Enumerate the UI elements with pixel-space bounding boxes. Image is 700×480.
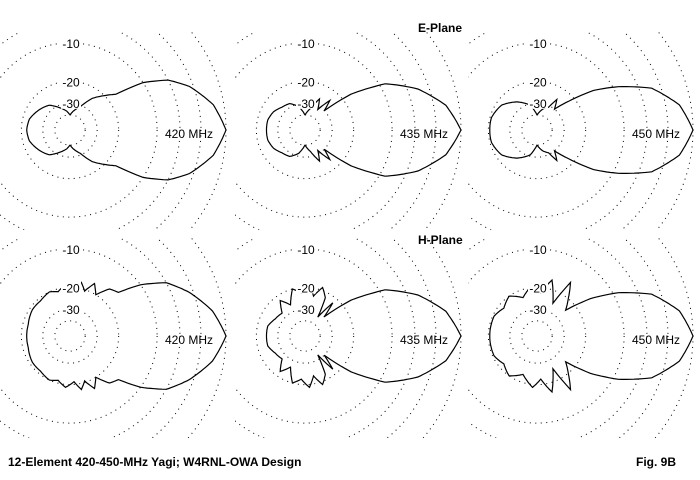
ring-label: -20: [529, 281, 547, 295]
polar-plot-1: -10 -20 -30 420 MHz: [0, 32, 227, 230]
grid-ring: [654, 238, 694, 438]
grid-ring: [0, 248, 158, 424]
grid-ring: [54, 114, 86, 146]
grid-ring: [422, 238, 462, 438]
grid-ring: [521, 114, 553, 146]
frequency-label: 435 MHz: [400, 333, 448, 347]
frequency-label: 420 MHz: [165, 333, 213, 347]
e-plane-title: E-Plane: [418, 21, 463, 35]
grid-ring: [0, 32, 181, 230]
radiation-pattern: [265, 83, 462, 177]
ring-label: -10: [62, 37, 80, 51]
ring-label: -20: [62, 281, 80, 295]
polar-plot-2: -10 -20 -30 435 MHz: [235, 32, 462, 230]
grid-ring: [42, 308, 98, 364]
grid-ring: [153, 32, 202, 230]
grid-ring: [487, 80, 587, 180]
ring-label: -20: [297, 281, 315, 295]
grid-ring: [277, 308, 333, 364]
radiation-pattern: [489, 86, 694, 174]
ring-label: -10: [529, 243, 547, 257]
polar-plot-6: -10 -20 -30 450 MHz: [468, 238, 694, 438]
ring-label: -30: [529, 97, 547, 111]
radiation-pattern: [489, 278, 694, 394]
polar-plot-4: -10 -20 -30 420 MHz: [0, 238, 227, 438]
grid-ring: [277, 102, 333, 158]
frequency-label: 450 MHz: [632, 127, 680, 141]
grid-ring: [235, 32, 416, 230]
ring-label: -10: [297, 37, 315, 51]
grid-ring: [255, 80, 355, 180]
grid-ring: [289, 320, 321, 352]
h-plane-title: H-Plane: [418, 233, 463, 247]
grid-ring: [468, 32, 648, 230]
ring-label: -20: [62, 75, 80, 89]
frequency-label: 450 MHz: [632, 333, 680, 347]
ring-label: -30: [62, 97, 80, 111]
grid-ring: [0, 238, 181, 438]
ring-label: -30: [297, 303, 315, 317]
grid-ring: [20, 286, 120, 386]
ring-label: -30: [297, 97, 315, 111]
grid-ring: [521, 320, 553, 352]
polar-plot-5: -10 -20 -30 435 MHz: [235, 238, 462, 438]
grid-ring: [509, 308, 565, 364]
grid-ring: [20, 80, 120, 180]
grid-ring: [289, 114, 321, 146]
grid-ring: [54, 320, 86, 352]
ring-label: -20: [529, 75, 547, 89]
figure-number: Fig. 9B: [636, 455, 677, 469]
grid-ring: [189, 32, 227, 230]
radiation-pattern: [26, 79, 227, 181]
polar-plot-3: -10 -20 -30 450 MHz: [468, 32, 694, 230]
grid-ring: [468, 248, 625, 424]
ring-label: -10: [529, 37, 547, 51]
grid-ring: [386, 238, 437, 438]
grid-ring: [509, 102, 565, 158]
grid-ring: [235, 238, 416, 438]
grid-ring: [187, 238, 227, 438]
figure-caption: 12-Element 420-450-MHz Yagi; W4RNL-OWA D…: [8, 455, 302, 469]
ring-label: -20: [297, 75, 315, 89]
ring-label: -30: [62, 303, 80, 317]
ring-label: -30: [529, 303, 547, 317]
grid-ring: [487, 286, 587, 386]
radiation-pattern: [26, 281, 227, 391]
frequency-label: 420 MHz: [165, 127, 213, 141]
grid-ring: [235, 248, 393, 424]
frequency-label: 435 MHz: [400, 127, 448, 141]
ring-label: -10: [62, 243, 80, 257]
grid-ring: [468, 42, 625, 218]
grid-ring: [151, 238, 202, 438]
grid-ring: [235, 42, 393, 218]
grid-ring: [0, 42, 158, 218]
grid-ring: [255, 286, 355, 386]
ring-label: -10: [297, 243, 315, 257]
grid-ring: [468, 238, 648, 438]
grid-ring: [42, 102, 98, 158]
grid-ring: [388, 32, 437, 230]
radiation-pattern: [265, 283, 462, 389]
